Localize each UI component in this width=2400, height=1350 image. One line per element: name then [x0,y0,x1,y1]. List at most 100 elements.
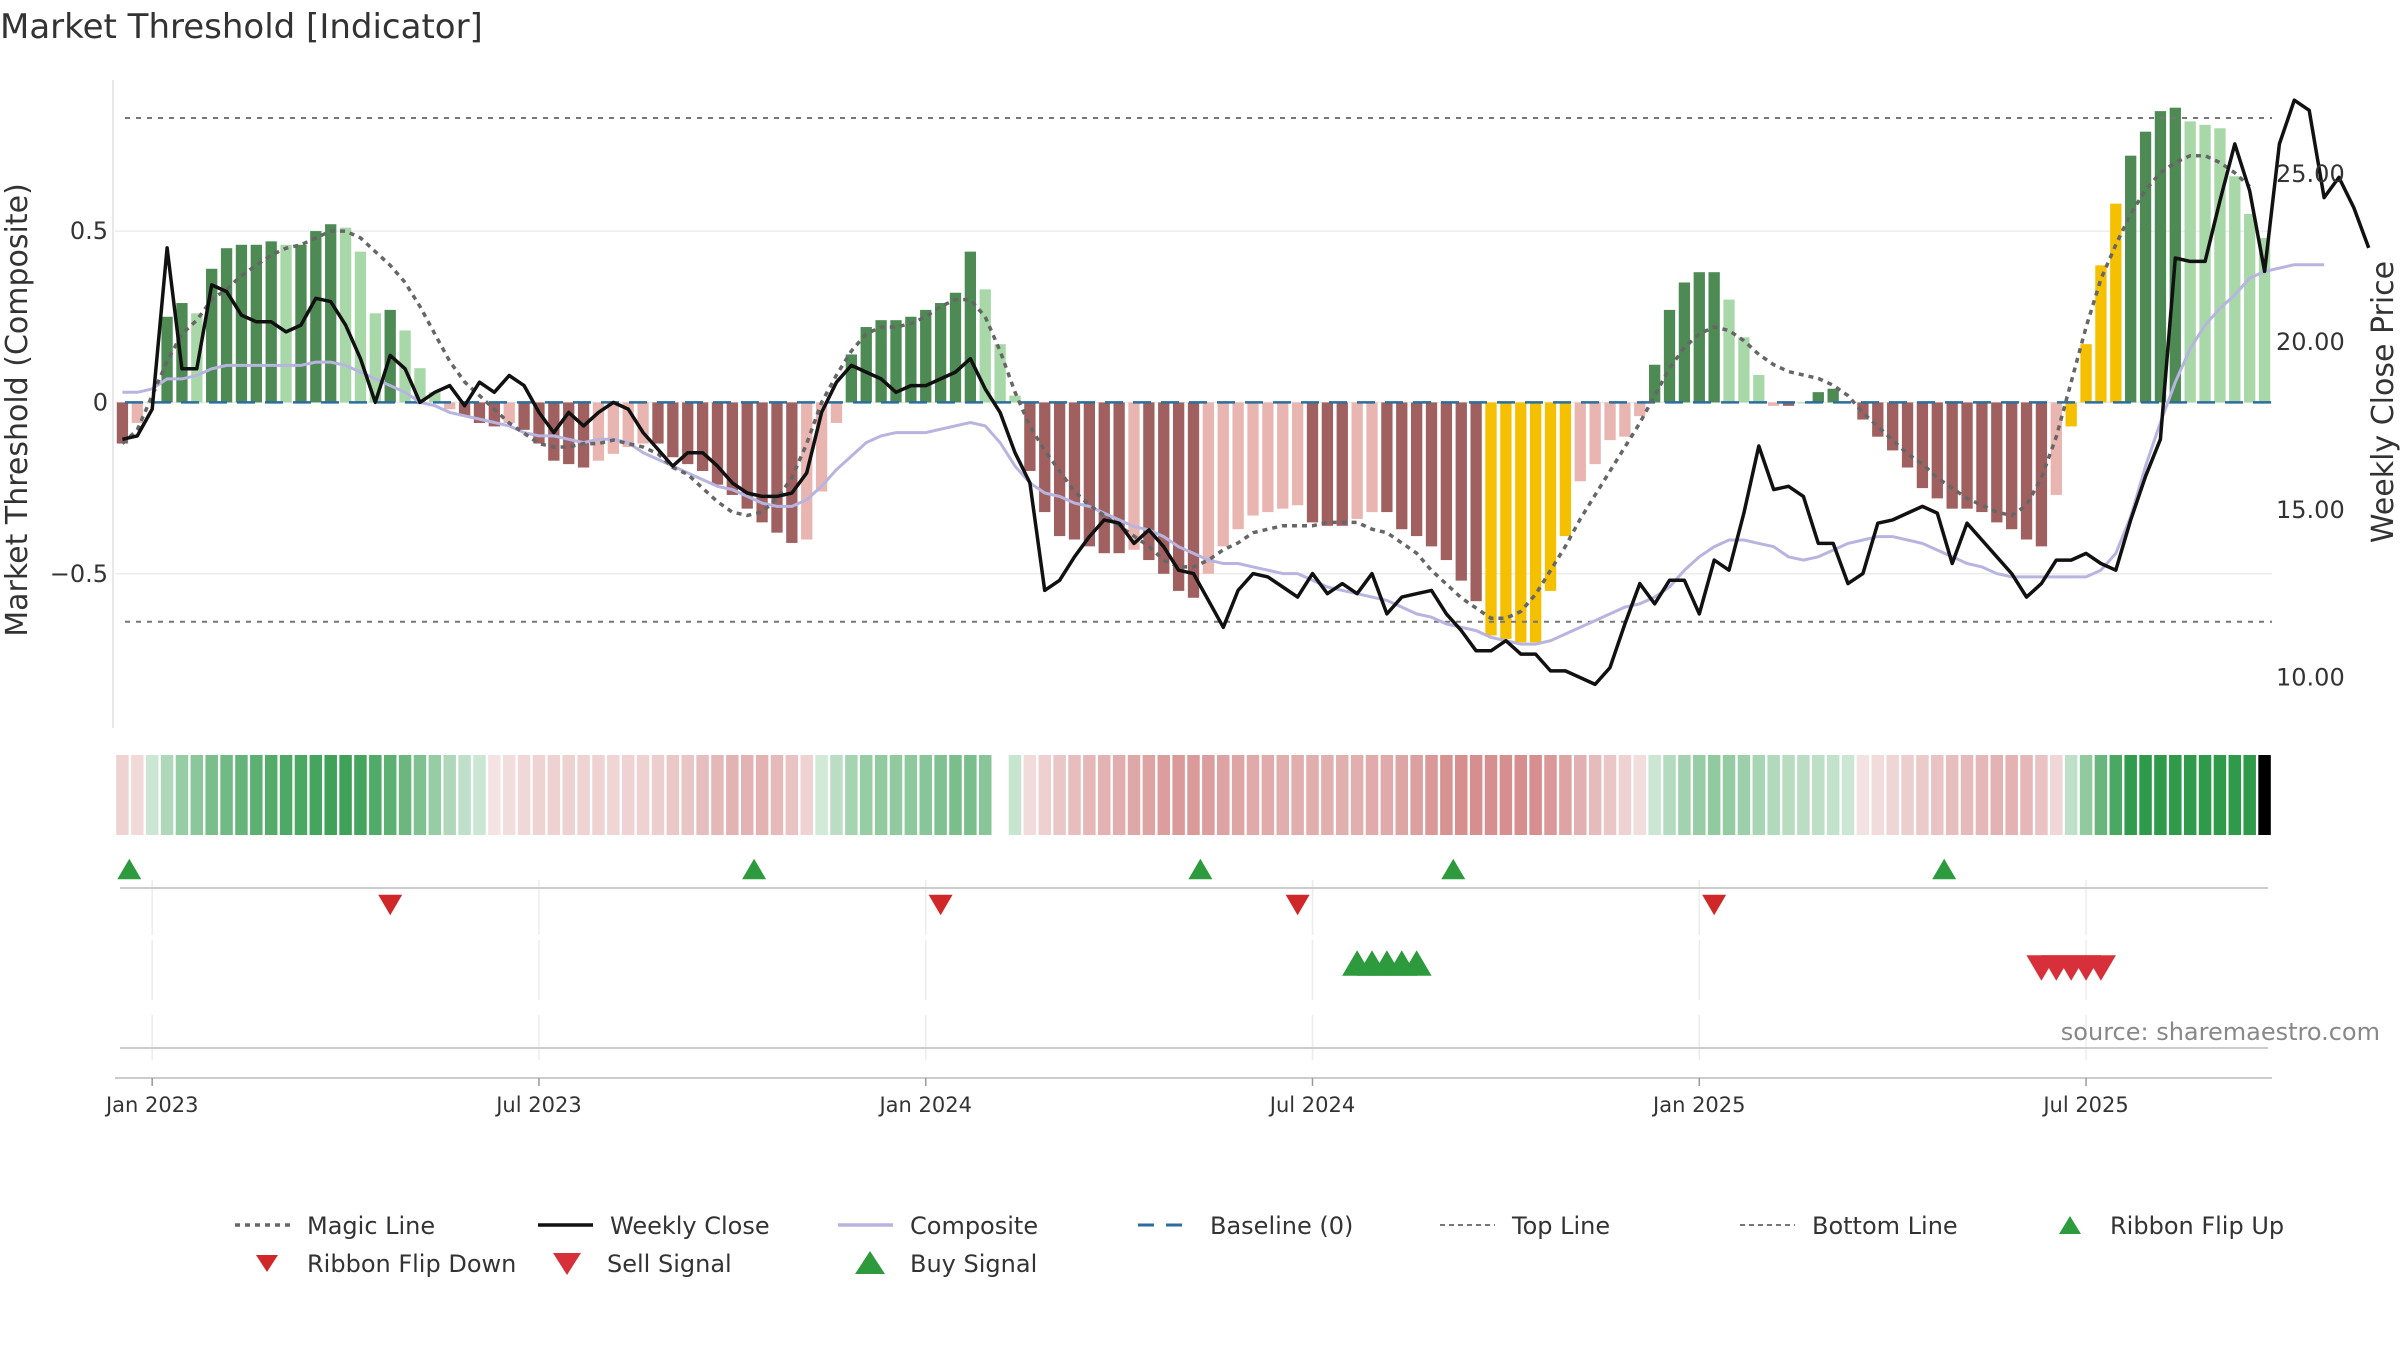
composite-bar [994,344,1006,403]
composite-bar [1113,402,1125,554]
ribbon-segment [1261,755,1275,835]
composite-bar [652,402,664,444]
ribbon-segment [1112,755,1126,835]
legend-label: Sell Signal [607,1250,732,1278]
legend-item-buy: Buy Signal [855,1250,1037,1278]
ribbon-segment [1826,755,1840,835]
x-tick-label: Jul 2025 [2041,1093,2128,1117]
composite-bar [1931,402,1943,499]
composite-bar [1187,402,1200,598]
ribbon-segment [488,755,501,835]
ribbon-flip-up-marker [1441,858,1466,880]
composite-bar [1024,402,1036,471]
ribbon-segment [458,755,471,835]
composite-bar [458,402,471,417]
composite-bar [1916,402,1929,489]
legend-item-baseline: Baseline (0) [1138,1212,1353,1240]
composite-bar [1827,388,1839,403]
ribbon-segment [1975,755,1989,835]
ribbon-segment [1172,755,1185,835]
composite-bar [473,402,486,423]
ribbon-segment [1812,755,1825,835]
legend-label: Baseline (0) [1210,1212,1353,1240]
composite-bar [1529,402,1542,643]
ribbon-segment [2228,755,2242,835]
ribbon-segment [1276,755,1290,835]
ribbon-segment [785,755,799,835]
y-axis: 0.5 0 −0.5 [50,217,108,588]
composite-bar [1634,402,1646,417]
ribbon-segment [1410,755,1423,835]
composite-bar [1946,402,1958,509]
ribbon-segment [1663,755,1676,835]
ribbon-segment [532,755,546,835]
composite-bar [2214,128,2226,403]
composite-bar [1455,402,1467,581]
ribbon-segment [1871,755,1885,835]
ribbon-segment [1336,755,1349,835]
ribbon-segment [1529,755,1542,835]
ribbon-segment [547,755,561,835]
x-tick-label: Jan 2023 [104,1093,199,1117]
ribbon-segment [2139,755,2152,835]
legend-item-top: Top Line [1440,1212,1610,1240]
ribbon-segment [1484,755,1498,835]
ribbon-flip-down-marker [378,894,403,916]
legend-item-flipup: Ribbon Flip Up [2059,1212,2284,1240]
ribbon-segment [1380,755,1394,835]
composite-bar [220,248,233,403]
ribbon-segment [949,755,962,835]
composite-bar [161,316,173,403]
composite-bar [1619,402,1631,437]
legend-item-close: Weekly Close [538,1212,770,1240]
ribbon-segment [740,755,754,835]
ribbon-segment [2258,755,2271,835]
composite-bar [1440,402,1453,561]
ribbon-segment [1841,755,1855,835]
composite-bar [2080,344,2092,403]
composite-bar [1782,402,1795,406]
ribbon-segment [2005,755,2018,835]
composite-bar [905,316,917,403]
composite-bar [339,227,352,403]
ribbon-segment [160,755,174,835]
composite-line [122,263,2325,646]
ribbon-flip-up-marker [1188,858,1213,880]
ribbon-segment [1038,755,1051,835]
y-tick-label: 0 [93,388,108,416]
ribbon-segment [1886,755,1899,835]
composite-bar [2258,237,2271,403]
ribbon-segment [131,755,144,835]
ribbon-segment [2124,755,2137,835]
ribbon-segment [830,755,843,835]
ribbon-segment [2020,755,2033,835]
ribbon-segment [815,755,828,835]
composite-bar [1887,402,1899,451]
y-tick-label: −0.5 [50,560,108,588]
composite-bar [786,402,798,543]
composite-bar [1396,402,1408,530]
composite-bar [2050,402,2062,495]
composite-bar [354,251,367,403]
composite-bar [682,402,694,465]
composite-bar [771,402,783,533]
composite-bar [1306,402,1319,523]
ribbon-segment [621,755,635,835]
ribbon-segment [978,755,992,835]
ribbon-segment [1618,755,1632,835]
ribbon-segment [1350,755,1364,835]
ribbon-segment [1395,755,1409,835]
composite-bar [1381,402,1393,513]
ribbon-segment [1767,755,1780,835]
ribbon-segment [934,755,947,835]
composite-bar [176,303,188,403]
magic-line [121,153,2251,621]
ribbon-segment [577,755,590,835]
ribbon-segment [398,755,412,835]
composite-bars [116,107,2271,643]
ribbon-segment [1693,755,1706,835]
ribbon-segment [1306,755,1319,835]
composite-bar [563,402,575,465]
composite-bar [1039,402,1051,513]
ribbon-segment [1945,755,1959,835]
